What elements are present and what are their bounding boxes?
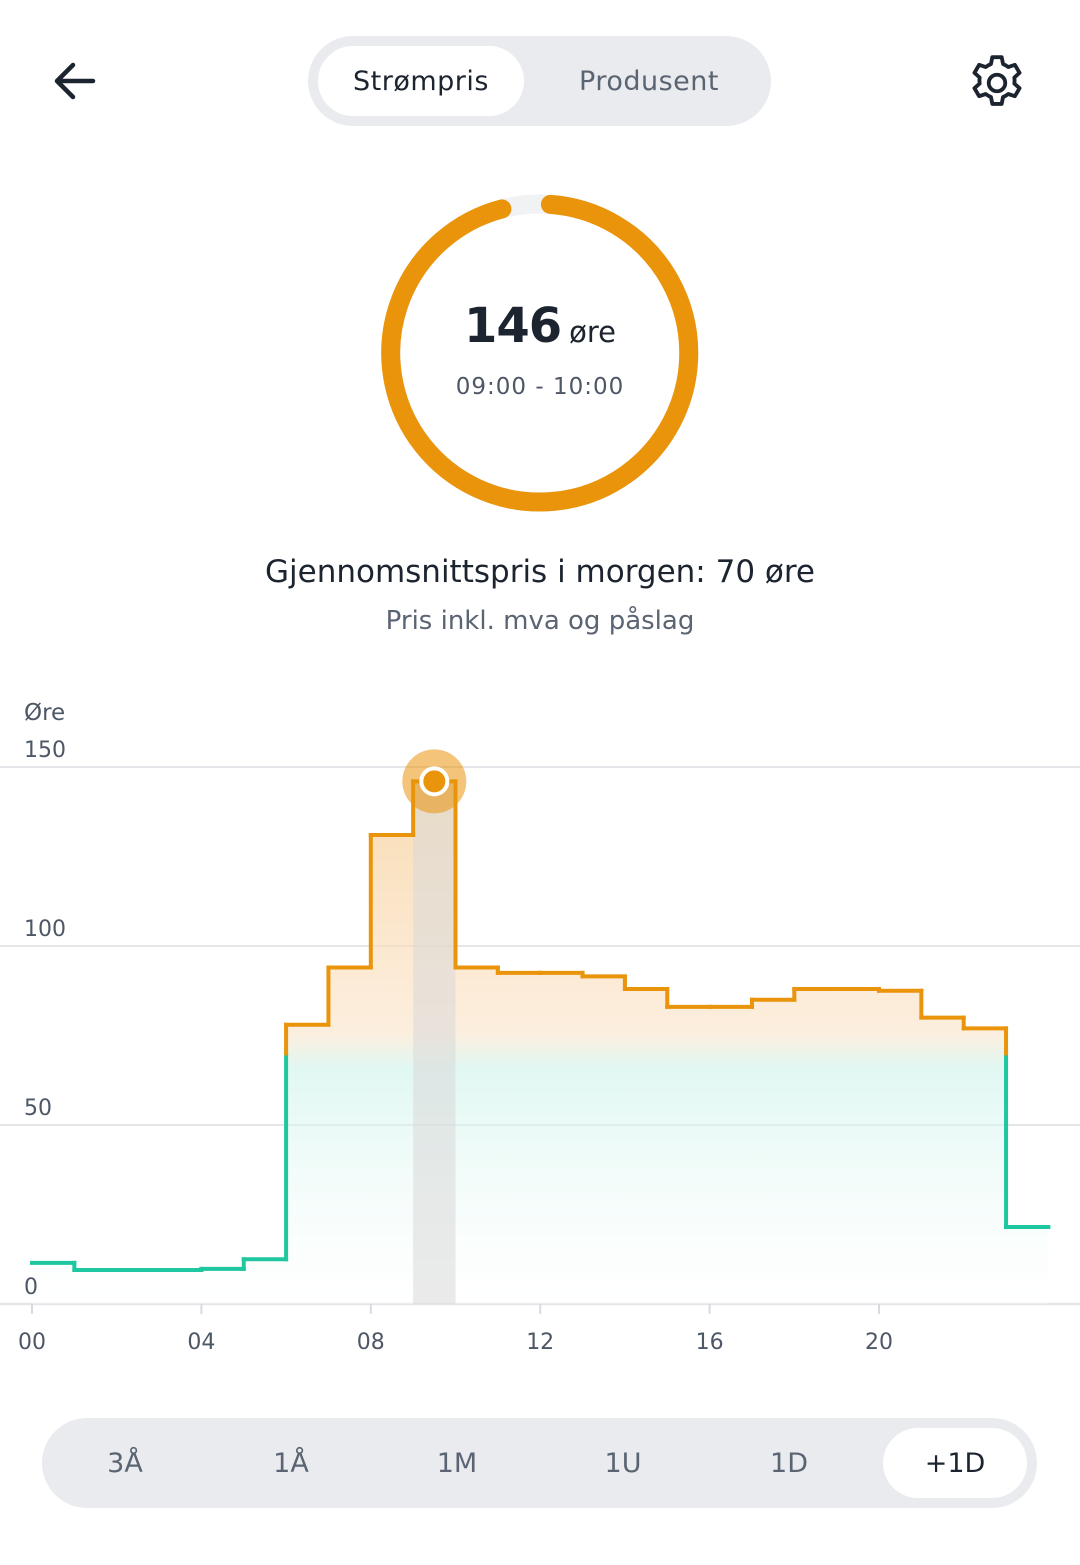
y-tick-label: 50 (24, 1096, 52, 1121)
x-tick-label: 00 (18, 1330, 46, 1355)
price-area (32, 781, 1049, 1304)
selected-hour-band (413, 781, 456, 1304)
y-tick-label: 100 (24, 917, 66, 942)
range-3a-button[interactable]: 3Å (107, 1447, 143, 1479)
price-time-range: 09:00 - 10:00 (455, 374, 625, 400)
average-price-text: Gjennomsnittspris i morgen: 70 øre (264, 554, 815, 590)
arrow-left-icon (54, 62, 96, 100)
y-tick-label: 150 (24, 738, 66, 763)
range-plus1d-button[interactable]: +1D (883, 1428, 1027, 1498)
selected-point (419, 766, 450, 797)
range-1m-button[interactable]: 1M (436, 1447, 478, 1479)
y-tick-label: 0 (24, 1275, 38, 1300)
settings-button[interactable] (958, 44, 1036, 122)
x-tick-label: 04 (187, 1330, 215, 1355)
range-1a-button[interactable]: 1Å (273, 1447, 309, 1479)
y-axis-label: Øre (24, 700, 65, 726)
price-gauge (381, 194, 699, 512)
back-button[interactable] (40, 48, 110, 114)
x-tick-label: 20 (865, 1330, 893, 1355)
x-tick-label: 12 (526, 1330, 554, 1355)
range-1u-button[interactable]: 1U (604, 1447, 642, 1479)
price-chart[interactable]: Øre 0 50 100 150 00 04 08 12 16 20 (0, 0, 1080, 1400)
x-tick-label: 16 (696, 1330, 724, 1355)
price-value: 146 (463, 298, 562, 354)
view-toggle: Strømpris Produsent (308, 36, 771, 126)
x-tick-label: 08 (357, 1330, 385, 1355)
gauge-arc (381, 194, 699, 512)
price-unit: øre (569, 315, 617, 349)
gear-icon (972, 55, 1022, 106)
current-price: 146 øre (0, 298, 1080, 354)
range-selector: 3Å 1Å 1M 1U 1D +1D (42, 1418, 1037, 1508)
range-1d-button[interactable]: 1D (770, 1447, 808, 1479)
price-note: Pris inkl. mva og påslag (385, 606, 695, 636)
tab-produsent[interactable]: Produsent (579, 65, 719, 97)
tab-strompris[interactable]: Strømpris (318, 46, 524, 116)
